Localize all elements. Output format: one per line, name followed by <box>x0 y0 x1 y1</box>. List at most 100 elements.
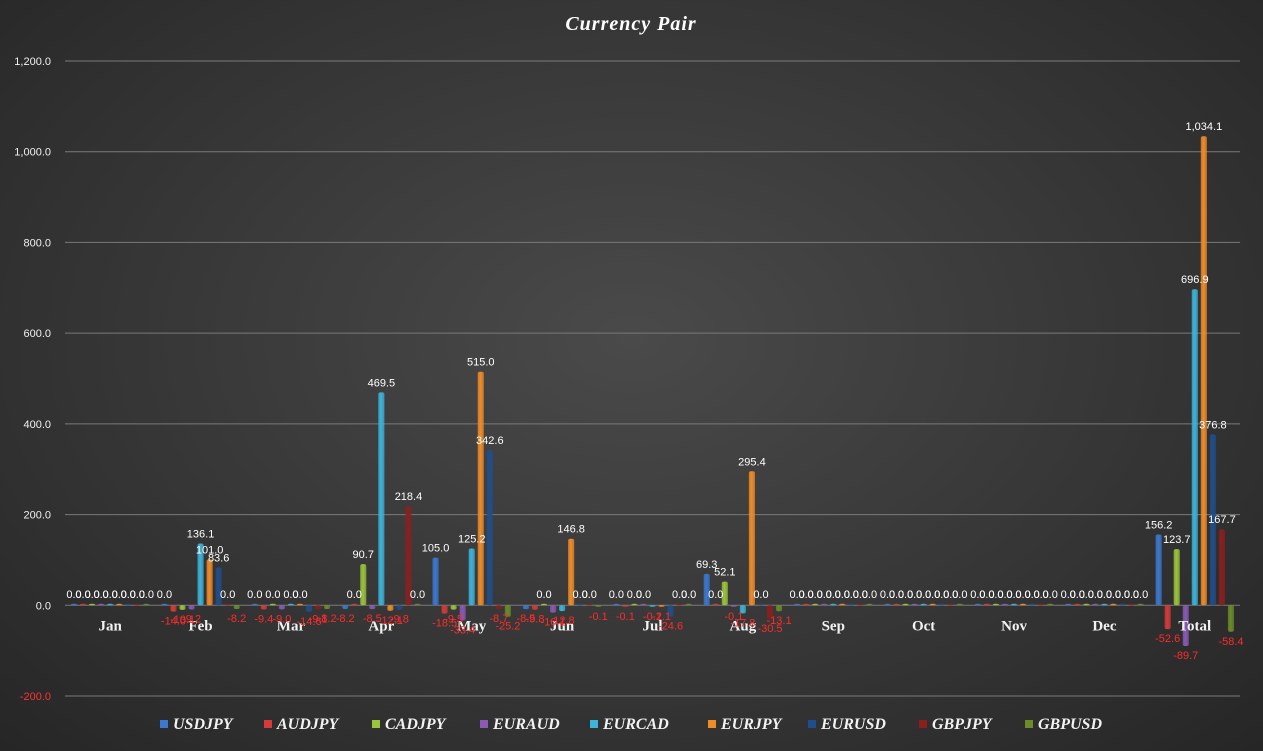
bar-eurjpy-dec <box>1110 603 1117 606</box>
data-label: 0.0 <box>1124 589 1139 601</box>
data-label: 0.0 <box>1070 589 1085 601</box>
x-category-label: Oct <box>912 618 935 634</box>
bar-cadjpy-may <box>450 605 457 610</box>
bar-gbpusd-sep <box>866 603 873 606</box>
data-label: -58.4 <box>1218 636 1243 648</box>
bar-gbpusd-apr <box>414 603 421 606</box>
legend-swatch <box>808 720 816 728</box>
bar-cadjpy-jun <box>540 603 548 606</box>
data-label: 0.0 <box>789 589 804 601</box>
bar-eurcad-total <box>1191 289 1198 606</box>
data-label: 0.0 <box>817 589 832 601</box>
bar-euraud-nov <box>1001 603 1009 606</box>
data-label: 0.0 <box>103 589 118 601</box>
data-label: 0.0 <box>853 589 868 601</box>
x-category-label: Dec <box>1092 618 1116 634</box>
bar-euraud-jun <box>550 605 557 613</box>
bar-eurjpy-apr <box>387 605 394 611</box>
bar-audjpy-feb <box>170 605 177 612</box>
data-label: 0.0 <box>826 589 841 601</box>
data-label: 83.6 <box>208 552 229 564</box>
bar-gbpusd-dec <box>1137 603 1144 606</box>
data-label: 0.0 <box>292 589 307 601</box>
data-label: -30.5 <box>757 623 782 635</box>
bar-eurjpy-mar <box>296 603 304 606</box>
bar-gbpusd-aug <box>775 605 783 612</box>
data-label: 0.0 <box>907 589 922 601</box>
data-label: 69.3 <box>696 559 717 571</box>
bar-cadjpy-sep <box>812 603 819 606</box>
bar-audjpy-mar <box>260 605 267 610</box>
bar-gbpjpy-jan <box>134 603 141 606</box>
legend-item-audjpy: AUDJPY <box>264 716 340 733</box>
bar-gbpusd-jun <box>595 605 602 607</box>
bar-eurcad-jan <box>107 603 114 606</box>
bar-euraud-apr <box>369 605 376 610</box>
bar-euraud-jul <box>640 603 647 606</box>
bar-eurusd-mar <box>305 605 313 612</box>
x-category-label: Aug <box>730 618 757 634</box>
bar-eurcad-dec <box>1101 603 1108 606</box>
bar-gbpjpy-oct <box>947 603 954 606</box>
data-label: 0.0 <box>1079 589 1094 601</box>
data-label: -14.0 <box>161 616 186 628</box>
x-category-label: Jan <box>99 618 123 634</box>
bar-audjpy-apr <box>351 603 358 606</box>
bar-eurjpy-sep <box>839 603 846 606</box>
data-label: 0.0 <box>898 589 913 601</box>
bar-euraud-total <box>1182 605 1189 646</box>
legend: USDJPY AUDJPY CADJPY EURAUD EURCAD EURJPY EURU… <box>160 716 1102 733</box>
bar-eurcad-jun <box>559 605 566 612</box>
data-label: 90.7 <box>353 549 374 561</box>
bar-eurjpy-oct <box>929 603 936 606</box>
data-label: -0.1 <box>589 611 608 623</box>
bar-gbpusd-nov <box>1047 603 1054 606</box>
bar-usdjpy-apr <box>342 605 349 610</box>
bar-eurjpy-total <box>1200 136 1207 606</box>
bar-gbpusd-may <box>504 605 511 617</box>
data-label: 0.0 <box>283 589 298 601</box>
data-label: 0.0 <box>1024 589 1039 601</box>
bar-cadjpy-feb <box>179 605 186 610</box>
data-label: 0.0 <box>112 589 127 601</box>
legend-label: EURAUD <box>492 716 560 733</box>
data-label: -89.7 <box>1173 650 1198 662</box>
bar-usdjpy-mar <box>251 603 258 606</box>
legend-item-usdjpy: USDJPY <box>160 716 234 733</box>
data-label: 342.6 <box>476 435 504 447</box>
data-label: 0.0 <box>1097 589 1112 601</box>
legend-item-eurcad: EURCAD <box>590 716 669 733</box>
x-category-label: Sep <box>822 618 845 634</box>
bar-gbpjpy-sep <box>857 603 864 606</box>
data-label: 0.0 <box>988 589 1003 601</box>
data-label: -52.6 <box>1155 633 1180 645</box>
data-label: 0.0 <box>157 589 172 601</box>
data-label: 0.0 <box>1115 589 1130 601</box>
data-label: -16.1 <box>541 617 566 629</box>
bar-euraud-oct <box>911 603 918 606</box>
bar-usdjpy-jul <box>613 603 620 606</box>
bar-usdjpy-nov <box>974 603 981 606</box>
legend-item-gbpusd: GBPUSD <box>1025 716 1102 733</box>
data-label: 0.0 <box>681 589 696 601</box>
bar-gbpusd-feb <box>233 605 240 610</box>
data-label: 0.0 <box>880 589 895 601</box>
data-label: 0.0 <box>1015 589 1030 601</box>
data-label: 0.0 <box>139 589 154 601</box>
bar-eurcad-feb <box>197 543 204 606</box>
legend-label: EURJPY <box>720 716 783 733</box>
data-label: 156.2 <box>1145 519 1173 531</box>
bar-eurcad-oct <box>920 603 927 606</box>
legend-label: GBPUSD <box>1038 716 1102 733</box>
bar-euraud-jan <box>98 603 105 606</box>
bar-euraud-mar <box>278 605 285 610</box>
data-label: 0.0 <box>410 589 425 601</box>
data-label: -8.7 <box>489 613 508 625</box>
bar-eurjpy-jun <box>568 538 575 606</box>
bar-eurcad-apr <box>378 392 385 606</box>
data-label: 1,034.1 <box>1185 121 1222 133</box>
bar-audjpy-nov <box>983 603 990 606</box>
bar-gbpjpy-apr <box>405 506 412 606</box>
data-label: 101.0 <box>196 544 224 556</box>
bar-cadjpy-jan <box>89 603 96 606</box>
